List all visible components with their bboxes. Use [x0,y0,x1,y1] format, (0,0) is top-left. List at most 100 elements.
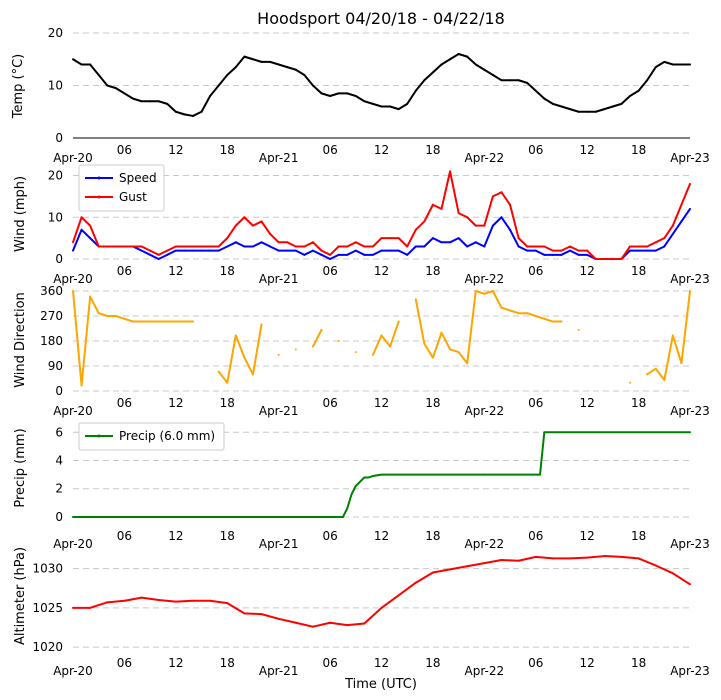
pressure-series-0-point [671,572,674,575]
wind-series-1-point [329,253,332,256]
temp-series-0-point [303,74,306,76]
wind-series-1-point [114,245,117,248]
wind-series-1-point [311,241,314,244]
wind-series-1-point [474,224,477,227]
temp-series-0-point [663,60,666,63]
temp-xtick-label: Apr-20 [53,151,93,165]
wind-series-0-point [269,245,272,248]
temp-series-0-point [457,53,460,55]
pressure-xtick-label: Apr-21 [259,664,299,678]
temp-ylabel: Temp (°C) [11,54,26,120]
wind-series-0-point [320,253,323,256]
precip-ytick-label: 4 [55,454,63,468]
temp-xtick-label: 12 [374,143,389,157]
direction-series-0-point [671,334,674,337]
direction-xtick-label: 06 [322,396,337,410]
direction-series-0-point [560,320,563,323]
wind-series-0-point [311,249,314,252]
wind-xtick-label: 06 [528,264,543,278]
precip-xtick-label: 18 [425,529,440,543]
wind-legend-box [78,164,165,212]
direction-ytick-label: 270 [40,309,63,323]
wind-series-0-point [89,237,92,240]
temp-series-0-point [500,79,503,82]
temp-xtick-label: Apr-22 [465,151,505,165]
temp-series-0-point [277,63,280,66]
pressure-series-0-point [586,556,589,559]
precip-series-0-point [371,475,374,478]
temp-xtick-label: 18 [631,143,646,157]
wind-series-1-point [217,245,220,248]
wind-series-0-point [380,249,383,252]
direction-panel: 0 90 180 270 360 Apr-20 06 12 18 Apr-21 06 12 18 Apr-… [40,284,710,418]
temp-xtick-label: 18 [425,143,440,157]
precip-ytick-label: 2 [55,482,63,496]
direction-series-0-point [260,323,263,326]
pressure-series-0-point [654,564,657,567]
temp-series-0-point [140,100,143,103]
wind-series-1-point [209,245,212,248]
precip-xtick-label: 12 [580,529,595,543]
pressure-series-0-point [466,565,469,568]
precip-legend-marker [97,434,101,438]
wind-xtick-label: Apr-20 [53,272,93,286]
precip-xtick-label: 12 [374,529,389,543]
direction-series-0-point [251,373,254,376]
wind-series-0-point [517,245,520,248]
wind-series-1-point [269,232,272,235]
wind-series-1-point [183,245,186,248]
wind-series-0-point [491,224,494,227]
temp-xtick-label: 06 [528,143,543,157]
wind-series-0-point [286,249,289,252]
precip-xtick-label: Apr-23 [670,537,710,551]
pressure-series-0-point [534,555,537,558]
temp-series-0-point [586,110,589,113]
direction-series-0-point [114,315,117,317]
direction-xtick-label: 18 [425,396,440,410]
pressure-series-0-point [500,558,503,561]
pressure-xtick-label: 06 [528,656,543,670]
wind-series-0-point [157,258,160,260]
pressure-series-0-point [397,594,400,597]
precip-xtick-label: 18 [631,529,646,543]
temp-series-0-point [149,100,152,103]
wind-series-0-point [251,245,254,248]
temp-series-0-point [397,108,400,111]
temp-xtick-label: 18 [220,143,235,157]
wind-series-1-point [663,237,666,240]
temp-series-0-point [260,60,263,63]
wind-series-1-point [671,224,674,227]
wind-series-0-point [174,249,177,252]
wind-xtick-label: 12 [580,264,595,278]
pressure-series-0-point [363,622,366,625]
precip-xtick-label: Apr-22 [465,537,505,551]
direction-series-0-point [123,317,126,320]
pressure-series-0-point [483,562,486,565]
temp-xtick-label: 12 [168,143,183,157]
direction-series-0-point [449,348,452,351]
temp-series-0-point [217,84,220,87]
wind-series-1-point [603,258,606,260]
wind-series-0-point [629,249,632,252]
temp-series-0-point [114,87,117,90]
temp-series-0-point [311,84,314,87]
wind-series-1-point [611,258,614,260]
direction-series-0-point [311,345,314,348]
wind-series-1-point [491,195,494,198]
pressure-series-0-point [72,606,74,609]
direction-xtick-label: Apr-22 [465,404,505,418]
wind-series-0-point [277,249,280,252]
wind-series-1-point [560,249,563,252]
pressure-xtick-label: Apr-20 [53,664,93,678]
wind-series-1-point [166,249,169,252]
wind-series-1-point [191,245,194,248]
temp-series-0-point [363,100,366,103]
wind-series-0-point [294,249,297,252]
direction-xtick-label: 12 [168,396,183,410]
wind-series-1-point [509,203,512,206]
wind-series-1-point [346,245,349,248]
temp-xtick-label: 06 [117,143,132,157]
wind-series-1-point [200,245,203,248]
direction-xtick-label: Apr-21 [259,404,299,418]
